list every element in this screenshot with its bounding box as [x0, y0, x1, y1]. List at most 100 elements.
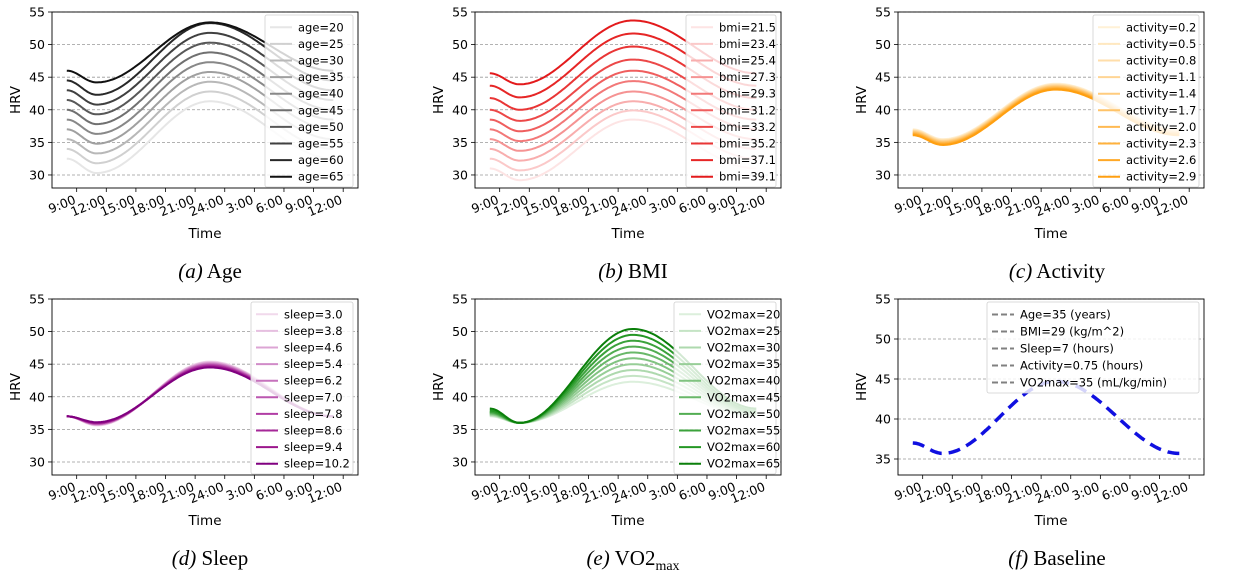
legend-label: activity=2.3 — [1126, 137, 1196, 151]
x-tick-label: 12:00 — [305, 479, 344, 506]
panel-caption: (b) BMI — [598, 259, 667, 283]
y-tick-label: 30 — [875, 167, 891, 182]
x-axis-label: Time — [187, 226, 221, 242]
caption-letter: (d) — [172, 546, 197, 570]
y-tick-label: 30 — [452, 454, 468, 469]
legend-label: sleep=10.2 — [284, 457, 350, 471]
x-tick-label: 3:00 — [647, 192, 679, 216]
panel-caption: (d) Sleep — [172, 546, 248, 570]
legend-label: bmi=31.2 — [719, 103, 776, 117]
y-tick-label: 40 — [452, 389, 468, 404]
y-tick-label: 55 — [875, 292, 891, 307]
y-tick-label: 45 — [875, 372, 891, 387]
legend-label: bmi=23.4 — [719, 37, 776, 51]
caption-text: Baseline — [1028, 546, 1106, 570]
caption-letter: (c) — [1009, 259, 1032, 283]
x-axis-label: Time — [187, 513, 221, 529]
legend-label: Age=35 (years) — [1020, 308, 1111, 322]
legend-label: Sleep=7 (hours) — [1020, 342, 1114, 356]
legend-label: VO2max=20 — [707, 307, 780, 321]
y-tick-label: 35 — [29, 422, 45, 437]
axes-frame — [51, 11, 359, 189]
y-tick-label: 50 — [29, 37, 45, 52]
y-tick-label: 55 — [452, 5, 468, 20]
x-tick-label: 12:00 — [728, 192, 767, 219]
legend-label: age=65 — [298, 170, 344, 184]
x-tick-label: 12:00 — [1151, 192, 1190, 219]
caption-letter: (f) — [1008, 546, 1028, 570]
x-axis-label: Time — [1033, 226, 1067, 242]
y-axis-label: HRV — [854, 85, 870, 114]
x-tick-label: 3:00 — [647, 479, 679, 503]
x-tick-label: 6:00 — [1099, 479, 1131, 503]
legend-label: age=25 — [298, 37, 344, 51]
panel-caption: (f) Baseline — [1008, 546, 1105, 570]
legend-label: activity=2.6 — [1126, 153, 1196, 167]
panel-caption: (c) Activity — [1009, 259, 1106, 283]
panel-age: 3035404550559:0012:0015:0018:0021:0024:0… — [8, 5, 359, 283]
caption-letter: (e) — [586, 546, 609, 570]
legend-label: age=40 — [298, 87, 344, 101]
y-tick-label: 35 — [452, 135, 468, 150]
legend-label: bmi=29.3 — [719, 87, 776, 101]
y-tick-label: 30 — [29, 167, 45, 182]
legend-label: activity=2.9 — [1126, 170, 1196, 184]
y-tick-label: 50 — [452, 324, 468, 339]
legend-label: activity=0.2 — [1126, 20, 1196, 34]
legend-label: VO2max=25 — [707, 324, 780, 338]
x-tick-label: 6:00 — [1099, 192, 1131, 216]
legend-label: age=55 — [298, 137, 344, 151]
y-tick-label: 55 — [29, 292, 45, 307]
axes-frame — [897, 298, 1205, 476]
legend-label: sleep=8.6 — [284, 424, 343, 438]
legend-label: VO2max=45 — [707, 390, 780, 404]
legend-label: activity=0.5 — [1126, 37, 1196, 51]
y-axis-label: HRV — [854, 372, 870, 401]
legend-label: VO2max=35 (mL/kg/min) — [1020, 376, 1167, 390]
x-tick-label: 3:00 — [224, 192, 256, 216]
y-tick-label: 45 — [29, 357, 45, 372]
caption-subscript: max — [655, 559, 679, 574]
legend-label: VO2max=35 — [707, 357, 780, 371]
y-tick-label: 40 — [452, 102, 468, 117]
axes-frame — [474, 298, 782, 476]
x-tick-label: 24:00 — [187, 192, 226, 219]
legend-label: age=50 — [298, 120, 344, 134]
y-tick-label: 50 — [29, 324, 45, 339]
panel-vo2max: 3035404550559:0012:0015:0018:0021:0024:0… — [431, 292, 782, 574]
y-tick-label: 50 — [875, 332, 891, 347]
x-tick-label: 3:00 — [1070, 192, 1102, 216]
x-tick-label: 12:00 — [1151, 479, 1190, 506]
legend-label: bmi=33.2 — [719, 120, 776, 134]
x-tick-label: 3:00 — [1070, 479, 1102, 503]
y-axis-label: HRV — [431, 372, 447, 401]
legend-label: bmi=35.2 — [719, 137, 776, 151]
x-tick-label: 24:00 — [1033, 479, 1072, 506]
x-tick-label: 24:00 — [610, 479, 649, 506]
x-tick-label: 3:00 — [224, 479, 256, 503]
y-tick-label: 40 — [875, 412, 891, 427]
y-axis-label: HRV — [431, 85, 447, 114]
y-axis-label: HRV — [8, 85, 24, 114]
y-tick-label: 30 — [29, 454, 45, 469]
y-tick-label: 45 — [875, 70, 891, 85]
x-tick-label: 24:00 — [610, 192, 649, 219]
x-tick-label: 12:00 — [728, 479, 767, 506]
legend-label: bmi=37.1 — [719, 153, 776, 167]
x-tick-label: 6:00 — [253, 192, 285, 216]
x-tick-label: 12:00 — [305, 192, 344, 219]
x-tick-label: 6:00 — [676, 479, 708, 503]
axes-frame — [897, 11, 1205, 189]
x-tick-label: 24:00 — [187, 479, 226, 506]
legend-label: bmi=27.3 — [719, 70, 776, 84]
y-tick-label: 45 — [29, 70, 45, 85]
y-tick-label: 30 — [452, 167, 468, 182]
legend-label: sleep=7.0 — [284, 390, 343, 404]
caption-letter: (a) — [178, 259, 203, 283]
x-axis-label: Time — [610, 226, 644, 242]
legend-label: sleep=3.0 — [284, 307, 343, 321]
legend-label: activity=1.7 — [1126, 103, 1196, 117]
caption-text: VO2 — [610, 546, 656, 570]
legend-label: activity=1.4 — [1126, 87, 1196, 101]
